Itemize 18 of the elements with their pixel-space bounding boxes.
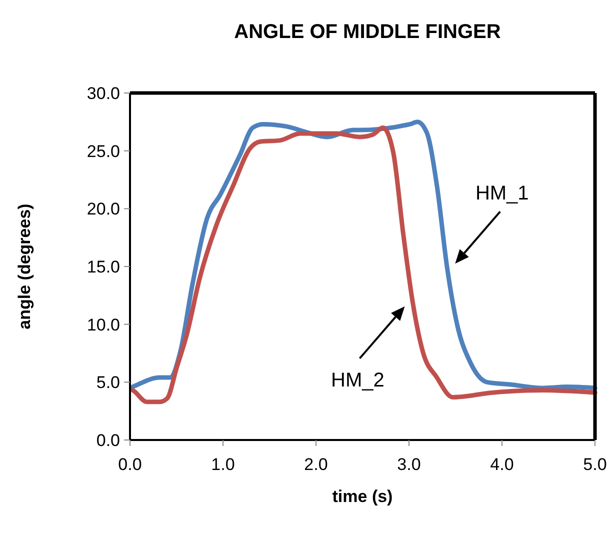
y-tick-label: 5.0 [96,373,120,392]
x-tick-label: 3.0 [397,455,421,474]
y-tick-label: 0.0 [96,430,120,450]
x-tick-label: 1.0 [211,455,235,474]
y-tick-label: 25.0 [86,142,120,161]
y-tick-label: 20.0 [86,200,120,219]
x-tick-label: 0.0 [118,455,142,474]
chart-title: ANGLE OF MIDDLE FINGER [234,21,502,43]
x-axis-title: time (s) [332,487,393,506]
series-label: HM_1 [475,182,529,205]
x-tick-label: 2.0 [304,455,328,474]
y-axis-title: angle (degrees) [15,204,34,330]
y-tick-label: 30.0 [86,84,120,103]
y-tick-label: 15.0 [86,257,120,276]
x-tick-label: 4.0 [490,455,514,474]
text: HM_2 [331,369,384,392]
y-tick-label: 10.0 [86,315,120,334]
x-tick-label: 5.0 [583,455,607,474]
